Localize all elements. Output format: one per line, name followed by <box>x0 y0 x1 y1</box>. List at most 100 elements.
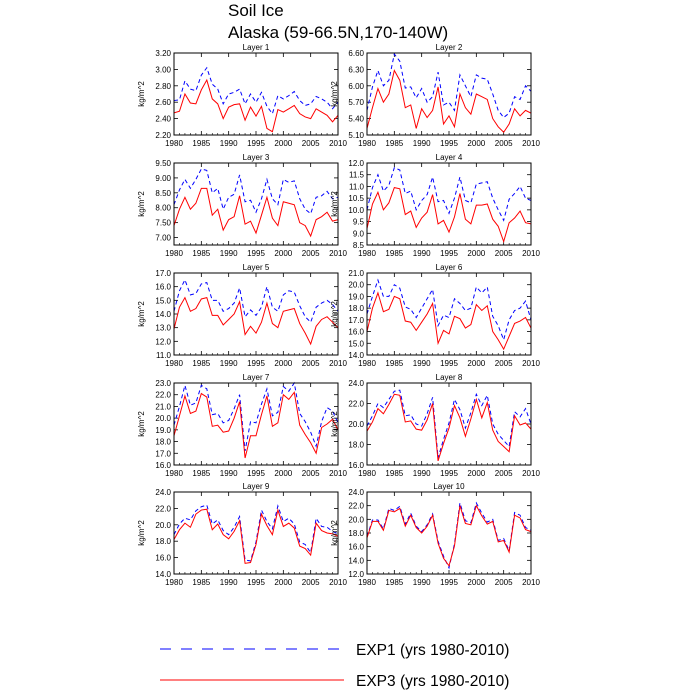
y-axis-label: kg/m^2 <box>330 520 339 546</box>
y-tick-label: 9.00 <box>155 174 171 183</box>
y-tick-label: 16.0 <box>155 461 171 470</box>
x-tick-label: 1980 <box>358 139 376 148</box>
panel-layer-7: Layer 7 kg/m^2 1980 1985 1990 1995 2000 2005 201… <box>137 373 347 478</box>
panel-title: Layer 10 <box>433 482 465 491</box>
y-tick-label: 11.0 <box>156 351 172 360</box>
y-tick-label: 3.00 <box>155 65 171 74</box>
y-tick-label: 16.0 <box>155 283 171 292</box>
figure-title: Soil Ice <box>228 1 284 20</box>
x-tick-label: 2010 <box>329 249 347 258</box>
series-line-exp1 <box>173 278 339 324</box>
x-tick-label: 1990 <box>220 578 238 587</box>
y-tick-label: 18.0 <box>155 438 171 447</box>
x-tick-label: 1985 <box>192 359 210 368</box>
y-axis-label: kg/m^2 <box>137 301 146 327</box>
x-tick-label: 2005 <box>302 249 320 258</box>
series-line-exp1 <box>366 167 532 222</box>
x-tick-label: 2000 <box>467 249 485 258</box>
x-tick-label: 2010 <box>522 139 540 148</box>
plot-frame <box>173 272 339 356</box>
panels-grid: Layer 1 kg/m^2 1980 1985 1990 1995 2000 2005 201… <box>137 43 540 587</box>
panel-layer-6: Layer 6 kg/m^2 1980 1985 1990 1995 2000 2005 201… <box>330 263 540 368</box>
y-tick-label: 13.0 <box>155 324 171 333</box>
x-tick-label: 2005 <box>495 249 513 258</box>
x-tick-label: 2005 <box>495 359 513 368</box>
y-tick-label: 22.0 <box>155 391 171 400</box>
x-tick-label: 2010 <box>522 469 540 478</box>
x-tick-label: 1995 <box>247 469 265 478</box>
y-tick-label: 2.80 <box>155 82 171 91</box>
x-tick-label: 2000 <box>467 139 485 148</box>
y-tick-label: 14.0 <box>348 351 364 360</box>
y-tick-label: 8.00 <box>155 204 171 213</box>
y-tick-label: 24.0 <box>348 379 364 388</box>
y-tick-label: 12.0 <box>348 159 364 168</box>
x-tick-label: 1995 <box>247 359 265 368</box>
y-tick-label: 9.50 <box>155 159 171 168</box>
y-tick-label: 10.5 <box>348 194 364 203</box>
y-tick-label: 16.0 <box>348 461 364 470</box>
x-tick-label: 1980 <box>165 469 183 478</box>
x-tick-label: 1995 <box>440 139 458 148</box>
y-tick-label: 10.0 <box>348 206 364 215</box>
y-tick-label: 7.00 <box>155 234 171 243</box>
x-tick-label: 2000 <box>274 249 292 258</box>
y-tick-label: 18.0 <box>348 529 364 538</box>
y-axis-label: kg/m^2 <box>137 191 146 217</box>
series-line-exp3 <box>366 187 532 244</box>
series-line-exp3 <box>366 393 532 462</box>
series-line-exp1 <box>173 381 339 452</box>
y-tick-label: 8.5 <box>353 241 365 250</box>
panel-layer-4: Layer 4 kg/m^2 1980 1985 1990 1995 2000 2005 201… <box>330 153 540 258</box>
series-line-exp3 <box>366 291 532 351</box>
y-tick-label: 6.00 <box>348 82 364 91</box>
x-tick-label: 2005 <box>495 578 513 587</box>
y-tick-label: 20.0 <box>155 521 171 530</box>
y-tick-label: 5.70 <box>348 98 364 107</box>
y-tick-label: 17.0 <box>155 269 171 278</box>
x-tick-label: 2005 <box>495 469 513 478</box>
x-tick-label: 1985 <box>385 249 403 258</box>
x-tick-label: 1980 <box>358 249 376 258</box>
panel-title: Layer 8 <box>436 373 463 382</box>
x-tick-label: 2000 <box>274 469 292 478</box>
x-tick-label: 2000 <box>274 359 292 368</box>
x-tick-label: 2000 <box>467 359 485 368</box>
series-line-exp1 <box>173 168 339 215</box>
panel-layer-10: Layer 10 kg/m^2 1980 1985 1990 1995 2000 2005 20… <box>330 482 540 587</box>
y-tick-label: 18.0 <box>348 441 364 450</box>
panel-layer-3: Layer 3 kg/m^2 1980 1985 1990 1995 2000 2005 201… <box>137 153 347 258</box>
x-tick-label: 1995 <box>440 578 458 587</box>
y-tick-label: 12.0 <box>348 570 364 579</box>
x-tick-label: 1995 <box>440 469 458 478</box>
series-line-exp1 <box>173 504 339 562</box>
x-tick-label: 1985 <box>385 469 403 478</box>
panel-layer-9: Layer 9 kg/m^2 1980 1985 1990 1995 2000 2005 201… <box>137 482 347 587</box>
x-tick-label: 1980 <box>165 359 183 368</box>
x-tick-label: 2010 <box>522 359 540 368</box>
panel-layer-5: Layer 5 kg/m^2 1980 1985 1990 1995 2000 2005 201… <box>137 263 347 368</box>
y-tick-label: 9.0 <box>353 229 365 238</box>
panel-title: Layer 2 <box>436 43 463 52</box>
plot-frame <box>366 162 532 246</box>
y-tick-label: 21.0 <box>155 402 171 411</box>
y-tick-label: 19.0 <box>155 426 171 435</box>
y-tick-label: 9.5 <box>353 218 365 227</box>
y-axis-label: kg/m^2 <box>137 81 146 107</box>
y-tick-label: 7.50 <box>155 219 171 228</box>
y-tick-label: 15.0 <box>348 339 364 348</box>
x-tick-label: 2005 <box>302 139 320 148</box>
x-tick-label: 1985 <box>192 578 210 587</box>
x-tick-label: 1985 <box>385 578 403 587</box>
y-tick-label: 20.0 <box>155 414 171 423</box>
series-line-exp1 <box>173 66 339 115</box>
y-tick-label: 11.5 <box>349 171 365 180</box>
y-tick-label: 16.0 <box>348 543 364 552</box>
x-tick-label: 2005 <box>302 359 320 368</box>
x-tick-label: 1980 <box>358 469 376 478</box>
panel-title: Layer 1 <box>243 43 270 52</box>
x-tick-label: 1985 <box>192 469 210 478</box>
x-tick-label: 1995 <box>440 359 458 368</box>
y-tick-label: 16.0 <box>155 554 171 563</box>
